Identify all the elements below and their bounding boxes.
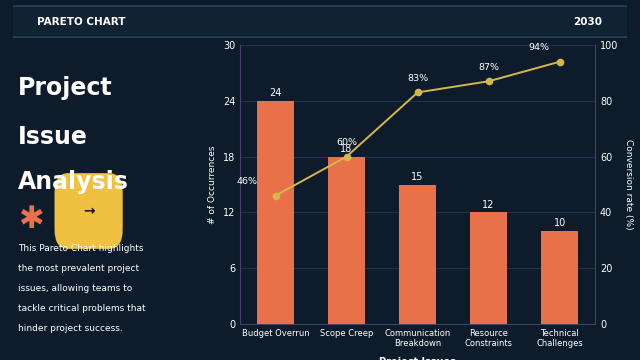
Text: 15: 15 xyxy=(412,172,424,182)
Text: →: → xyxy=(83,204,95,218)
FancyBboxPatch shape xyxy=(54,173,123,249)
Text: tackle critical problems that: tackle critical problems that xyxy=(18,304,146,313)
Y-axis label: Conversion rate (%): Conversion rate (%) xyxy=(624,139,633,230)
Text: hinder project success.: hinder project success. xyxy=(18,324,123,333)
Text: 10: 10 xyxy=(554,218,566,228)
Text: the most prevalent project: the most prevalent project xyxy=(18,264,140,273)
Text: 94%: 94% xyxy=(528,43,549,52)
Bar xyxy=(399,184,436,324)
Text: Analysis: Analysis xyxy=(18,170,129,194)
Bar xyxy=(328,157,365,324)
Text: This Pareto Chart highlights: This Pareto Chart highlights xyxy=(18,244,143,253)
Bar xyxy=(257,101,294,324)
Text: 2030: 2030 xyxy=(573,17,603,27)
Bar xyxy=(470,212,507,324)
Y-axis label: # of Occurrences: # of Occurrences xyxy=(208,145,217,224)
Text: Issue: Issue xyxy=(18,125,88,149)
Text: 12: 12 xyxy=(483,199,495,210)
Text: 83%: 83% xyxy=(407,74,428,83)
Text: ✱: ✱ xyxy=(18,205,44,234)
Text: PARETO CHART: PARETO CHART xyxy=(37,17,126,27)
Text: 24: 24 xyxy=(269,88,282,98)
Text: Project: Project xyxy=(18,76,113,100)
Text: 46%: 46% xyxy=(237,177,258,186)
X-axis label: Project Issues: Project Issues xyxy=(379,357,456,360)
FancyBboxPatch shape xyxy=(0,6,640,37)
Text: 60%: 60% xyxy=(336,138,357,147)
Text: 87%: 87% xyxy=(478,63,499,72)
Bar xyxy=(541,231,578,324)
Text: 18: 18 xyxy=(340,144,353,154)
Text: issues, allowing teams to: issues, allowing teams to xyxy=(18,284,132,293)
